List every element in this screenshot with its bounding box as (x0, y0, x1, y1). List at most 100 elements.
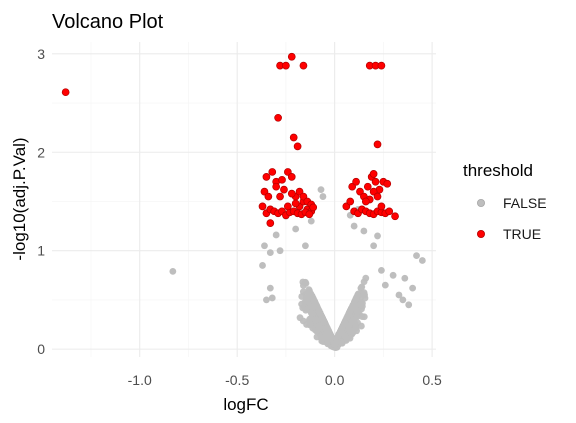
y-tick-label: 0 (37, 341, 45, 357)
point-false (323, 326, 330, 333)
point-true (280, 186, 287, 193)
point-true (386, 208, 393, 215)
point-false (292, 226, 299, 233)
point-false (331, 341, 338, 348)
point-true (294, 143, 301, 150)
point-true (364, 183, 371, 190)
point-true (290, 134, 297, 141)
point-true (62, 89, 69, 96)
point-true (279, 176, 286, 183)
chart-title: Volcano Plot (52, 11, 164, 33)
point-false (405, 301, 412, 308)
point-false (360, 228, 367, 235)
legend-label-true: TRUE (503, 226, 541, 242)
background-point (303, 295, 310, 302)
point-true (392, 213, 399, 220)
point-false (302, 242, 309, 249)
point-true (370, 170, 377, 177)
background-point (315, 307, 322, 314)
point-true (267, 220, 274, 227)
point-false (413, 252, 420, 259)
point-false (396, 292, 403, 299)
point-true (259, 203, 266, 210)
point-true (353, 178, 360, 185)
point-true (273, 183, 280, 190)
point-false (351, 223, 358, 230)
point-true (306, 211, 313, 218)
legend: threshold FALSE TRUE (463, 161, 547, 242)
point-true (277, 193, 284, 200)
background-point (339, 325, 346, 332)
x-tick-labels: -1.0 -0.5 0.0 0.5 (128, 372, 442, 388)
point-true (263, 173, 270, 180)
point-true (300, 62, 307, 69)
data-points (62, 53, 426, 347)
background-point (299, 304, 306, 311)
point-true (310, 204, 317, 211)
point-false (269, 295, 276, 302)
background-point (345, 311, 352, 318)
point-false (263, 297, 270, 304)
point-false (169, 268, 176, 275)
y-axis-title: -log10(adj.P.Val) (10, 137, 29, 260)
point-false (318, 186, 325, 193)
point-true (288, 173, 295, 180)
point-false (409, 285, 416, 292)
background-point (321, 319, 328, 326)
background-point (361, 278, 368, 285)
point-false (401, 275, 408, 282)
point-false (382, 282, 389, 289)
point-true (288, 190, 295, 197)
x-tick-label: 0.5 (422, 372, 442, 388)
point-false (320, 193, 327, 200)
point-true (282, 62, 289, 69)
point-true (374, 193, 381, 200)
point-false (374, 233, 381, 240)
point-true (378, 62, 385, 69)
background-point (354, 308, 361, 315)
background-point (359, 300, 366, 307)
point-true (347, 198, 354, 205)
legend-label-false: FALSE (503, 195, 547, 211)
point-true (284, 203, 291, 210)
x-tick-label: -1.0 (128, 372, 152, 388)
x-tick-label: 0.0 (325, 372, 345, 388)
y-tick-label: 1 (37, 243, 45, 259)
background-point (297, 314, 304, 321)
y-tick-label: 2 (37, 144, 45, 160)
legend-marker-true (477, 230, 484, 237)
point-false (308, 218, 315, 225)
legend-title: threshold (463, 161, 533, 180)
point-false (370, 242, 377, 249)
point-true (362, 198, 369, 205)
background-point (342, 333, 349, 340)
point-false (419, 257, 426, 264)
point-true (374, 141, 381, 148)
background-point (347, 327, 354, 334)
point-true (269, 168, 276, 175)
point-true (275, 114, 282, 121)
point-false (259, 262, 266, 269)
point-true (265, 193, 272, 200)
legend-marker-false (477, 199, 484, 206)
background-point (307, 316, 314, 323)
point-false (273, 232, 280, 239)
point-false (335, 331, 342, 338)
point-false (267, 249, 274, 256)
y-tick-label: 3 (37, 46, 45, 62)
point-true (292, 200, 299, 207)
point-false (261, 242, 268, 249)
x-tick-label: -0.5 (225, 372, 249, 388)
x-axis-title: logFC (223, 395, 268, 414)
point-false (390, 272, 397, 279)
background-point (351, 300, 358, 307)
point-true (288, 53, 295, 60)
point-true (378, 203, 385, 210)
point-true (372, 178, 379, 185)
point-true (384, 180, 391, 187)
y-tick-labels: 0 1 2 3 (37, 46, 45, 357)
point-false (378, 267, 385, 274)
point-false (267, 285, 274, 292)
point-false (277, 247, 284, 254)
